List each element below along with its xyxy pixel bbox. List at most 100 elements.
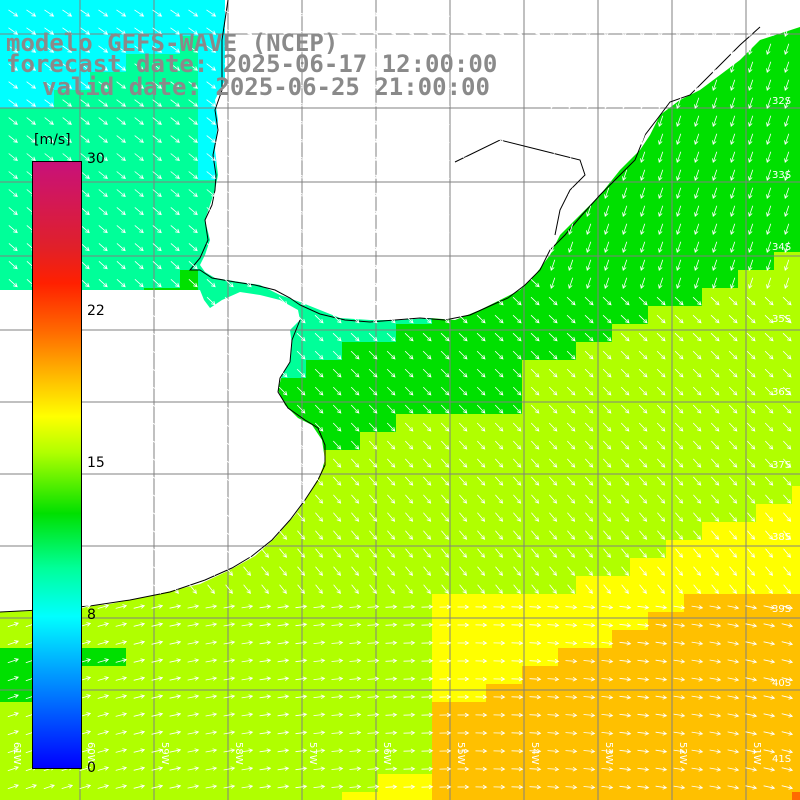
speed-cell [342, 666, 360, 684]
lat-label: 39S [772, 604, 791, 615]
wind-arrow [493, 694, 506, 700]
wind-arrow [568, 205, 574, 217]
wind-arrow [151, 622, 164, 627]
wind-arrow [153, 458, 162, 468]
wind-arrow [712, 223, 718, 235]
wind-arrow [152, 9, 163, 17]
wind-arrow [9, 458, 18, 468]
wind-arrow [331, 694, 344, 700]
wind-arrow [457, 784, 470, 790]
wind-arrow [295, 658, 308, 664]
wind-arrow [385, 694, 398, 700]
wind-arrow [97, 784, 110, 789]
wind-arrow [477, 458, 486, 468]
lon-label: 60W [85, 742, 96, 765]
wind-arrow [296, 314, 306, 324]
wind-arrow [117, 566, 126, 576]
wind-arrow [656, 296, 666, 306]
wind-arrow [80, 117, 90, 125]
speed-cell [432, 774, 450, 792]
speed-cell [630, 702, 648, 720]
wind-arrow [368, 27, 379, 35]
wind-arrow [548, 422, 558, 432]
wind-arrow [712, 79, 718, 91]
wind-arrow [332, 279, 342, 288]
wind-arrow [476, 296, 486, 306]
speed-cell [450, 630, 468, 648]
wind-arrow [188, 27, 199, 35]
wind-arrow [694, 205, 700, 217]
colorbar-tick-0: 0 [87, 760, 96, 776]
wind-arrow [296, 350, 306, 360]
wind-arrow [404, 45, 415, 53]
wind-arrow [134, 350, 144, 360]
wind-arrow [9, 566, 18, 576]
speed-cell [0, 756, 18, 774]
speed-cell [360, 792, 378, 800]
wind-arrow [224, 386, 234, 396]
speed-cell [270, 702, 288, 720]
wind-arrow [458, 261, 468, 270]
wind-arrow [763, 731, 776, 736]
wind-arrow [350, 99, 361, 107]
wind-arrow [404, 243, 414, 252]
wind-arrow [134, 207, 144, 216]
wind-arrow [116, 225, 126, 234]
wind-arrow [766, 259, 772, 271]
wind-arrow [241, 748, 254, 753]
wind-arrow [403, 604, 416, 610]
wind-arrow [550, 205, 556, 217]
wind-arrow [223, 748, 236, 753]
wind-arrow [7, 658, 19, 664]
wind-arrow [333, 476, 342, 486]
wind-arrow [512, 243, 522, 252]
wind-arrow [441, 530, 450, 540]
wind-arrow [296, 27, 307, 35]
wind-arrow [639, 440, 648, 450]
speed-cell [90, 630, 108, 648]
wind-arrow [422, 135, 432, 143]
speed-cell [18, 792, 36, 800]
wind-arrow [315, 458, 324, 468]
wind-arrow [224, 243, 234, 252]
wind-arrow [278, 332, 288, 342]
wind-arrow [421, 730, 434, 736]
wind-arrow [784, 133, 790, 145]
wind-arrow [260, 386, 270, 396]
wind-arrow [550, 151, 556, 163]
wind-arrow [169, 622, 182, 627]
speed-cell [648, 594, 666, 612]
wind-arrow [674, 332, 684, 342]
wind-arrow [784, 79, 790, 91]
wind-arrow [224, 404, 234, 414]
speed-cell [738, 72, 756, 90]
wind-arrow [98, 332, 108, 342]
wind-arrow [206, 63, 217, 71]
speed-cell [270, 612, 288, 630]
wind-arrow [475, 604, 488, 610]
wind-arrow [152, 27, 163, 35]
wind-arrow [440, 350, 450, 360]
wind-arrow [691, 659, 704, 664]
speed-cell [594, 216, 612, 234]
wind-arrow [763, 641, 776, 646]
wind-arrow [404, 117, 414, 125]
speed-cell [270, 756, 288, 774]
speed-cell [522, 630, 540, 648]
speed-cell [612, 216, 630, 234]
wind-arrow [784, 277, 790, 289]
wind-arrow [530, 243, 540, 252]
wind-arrow [224, 171, 234, 180]
wind-arrow [458, 135, 468, 143]
wind-arrow [637, 695, 650, 700]
speed-cell [792, 306, 800, 324]
wind-arrow [655, 785, 668, 790]
wind-arrow [550, 115, 556, 127]
speed-cell [36, 774, 54, 792]
speed-cell [792, 684, 800, 702]
wind-arrow [441, 476, 450, 486]
speed-cell [414, 684, 432, 702]
wind-arrow [243, 584, 251, 594]
speed-cell [792, 702, 800, 720]
wind-arrow [26, 9, 37, 17]
